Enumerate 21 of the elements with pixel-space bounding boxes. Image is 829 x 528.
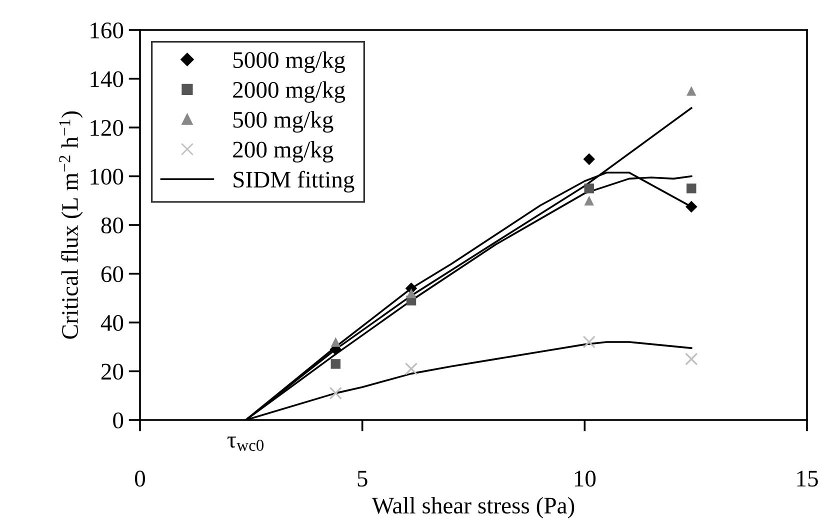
annotation: τ$_{wc0}$ [227, 436, 264, 451]
x-axis-title: Wall shear stress (Pa) [372, 496, 574, 518]
legend-label: SIDM fitting [234, 170, 354, 193]
x-tick-label: 0 [134, 470, 146, 487]
y-tick-label: 40 [100, 314, 124, 331]
x-tick-label: 15 [797, 470, 818, 487]
y-tick-label: 80 [101, 217, 124, 234]
y-tick-label: 60 [101, 266, 124, 282]
legend-label: 200 mg/kg [233, 141, 334, 163]
legend-label: 500 mg/kg [233, 111, 334, 133]
y-tick-label: 0 [113, 412, 124, 428]
y-tick-label: 160 [90, 22, 124, 38]
y-tick-label: 140 [90, 71, 124, 88]
x-tick-label: 10 [574, 470, 596, 487]
y-tick-label: 20 [101, 364, 124, 380]
legend-label: 2000 mg/kg [233, 81, 346, 103]
legend-label: 5000 mg/kg [233, 51, 346, 73]
x-tick-label: 5 [358, 470, 368, 487]
y-tick-label: 100 [90, 168, 124, 185]
y-tick-label: 120 [90, 120, 124, 136]
y-axis-title: Critical flux (L m$^{−2}$ h$^{−1}$) [59, 111, 83, 339]
